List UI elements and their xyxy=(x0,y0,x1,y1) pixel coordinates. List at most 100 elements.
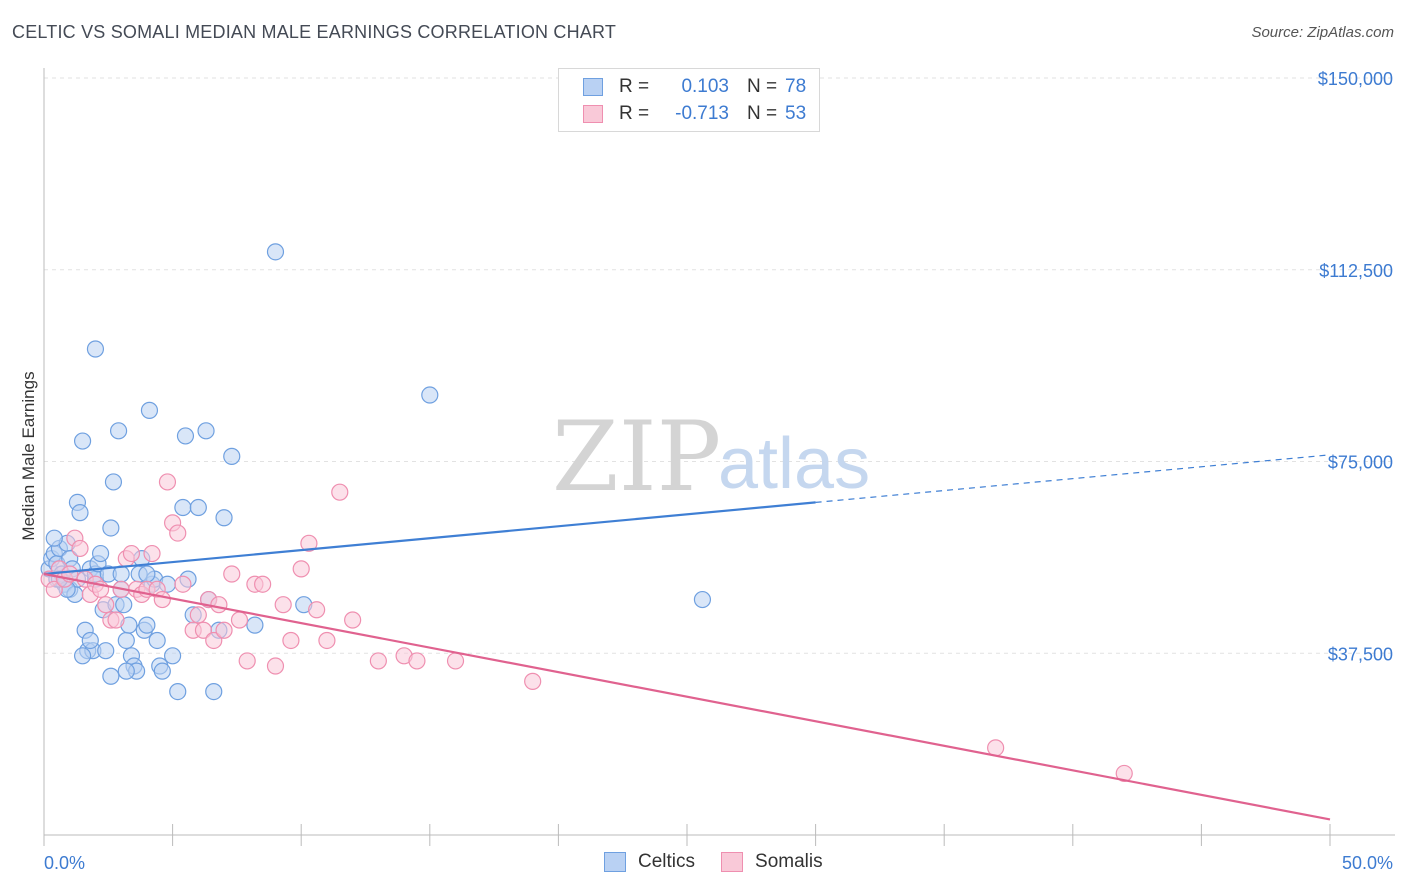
data-point-celtics xyxy=(109,422,128,440)
data-point-somalis xyxy=(210,596,228,614)
data-point-celtics xyxy=(174,498,192,517)
y-tick-label: $112,500 xyxy=(1319,261,1393,281)
data-point-celtics xyxy=(189,498,207,517)
trend-line-celtics xyxy=(43,501,816,576)
data-point-somalis xyxy=(266,657,285,675)
data-point-celtics xyxy=(102,667,120,685)
y-tick-label: $75,000 xyxy=(1328,453,1393,473)
watermark: ZIP atlas xyxy=(552,401,870,513)
n-label: N = xyxy=(747,103,778,124)
data-point-somalis xyxy=(344,611,362,629)
trend-lines xyxy=(43,454,1331,821)
data-point-celtics xyxy=(140,401,159,419)
data-point-somalis xyxy=(143,544,161,563)
data-point-celtics xyxy=(164,647,182,665)
chart-title: CELTIC VS SOMALI MEDIAN MALE EARNINGS CO… xyxy=(12,22,617,42)
gridlines xyxy=(44,77,1395,654)
data-point-somalis xyxy=(189,606,207,624)
data-point-somalis xyxy=(300,534,318,552)
x-tick-labels: 0.0% 50.0% xyxy=(44,853,1393,873)
correlation-legend: R = 0.103 N = 78 R = -0.713 N = 53 xyxy=(558,68,820,132)
legend-item-celtics[interactable]: Celtics xyxy=(604,851,695,873)
data-point-celtics xyxy=(148,631,166,650)
data-point-somalis xyxy=(254,575,272,593)
axes xyxy=(43,68,1395,846)
series-legend: Celtics Somalis xyxy=(604,851,849,873)
legend-swatch-somalis xyxy=(583,105,603,123)
r-label: R = xyxy=(619,76,650,97)
r-value: -0.713 xyxy=(675,103,729,124)
legend-swatch-celtics xyxy=(604,852,626,872)
data-point-celtics xyxy=(246,616,264,634)
data-points xyxy=(40,243,1133,783)
data-point-somalis xyxy=(158,473,177,491)
data-point-celtics xyxy=(138,565,156,583)
data-point-celtics xyxy=(693,590,712,609)
data-point-somalis xyxy=(153,590,171,609)
x-tick-label: 50.0% xyxy=(1342,853,1393,873)
data-point-celtics xyxy=(266,243,285,261)
data-point-somalis xyxy=(215,621,233,639)
r-value: 0.103 xyxy=(681,76,729,97)
data-point-celtics xyxy=(176,427,195,445)
data-point-celtics xyxy=(215,509,233,527)
data-point-somalis xyxy=(97,596,115,614)
data-point-celtics xyxy=(117,662,135,680)
x-tick-label: 0.0% xyxy=(44,853,85,873)
data-point-celtics xyxy=(138,616,156,634)
data-point-celtics xyxy=(73,432,92,450)
data-point-somalis xyxy=(223,565,241,583)
data-point-celtics xyxy=(115,596,133,614)
legend-label-somalis: Somalis xyxy=(755,851,823,872)
data-point-celtics xyxy=(91,544,110,563)
data-point-celtics xyxy=(71,504,89,522)
n-label: N = xyxy=(747,76,778,97)
data-point-celtics xyxy=(421,386,439,404)
data-point-somalis xyxy=(292,560,310,578)
data-point-celtics xyxy=(197,422,215,440)
data-point-somalis xyxy=(408,652,426,670)
data-point-somalis xyxy=(169,524,187,542)
legend-swatch-celtics xyxy=(583,78,603,96)
trend-line-projection-celtics xyxy=(815,454,1331,504)
trend-line-somalis xyxy=(43,572,1331,821)
data-point-somalis xyxy=(369,652,387,670)
legend-swatch-somalis xyxy=(721,852,744,872)
data-point-somalis xyxy=(238,652,256,670)
n-value: 53 xyxy=(785,103,807,124)
data-point-somalis xyxy=(524,672,542,690)
legend-label-celtics: Celtics xyxy=(638,851,696,872)
data-point-somalis xyxy=(205,631,223,650)
data-point-celtics xyxy=(102,519,120,537)
data-point-somalis xyxy=(331,483,349,501)
y-tick-labels: $37,500 $75,000 $112,500 $150,000 xyxy=(1318,69,1393,664)
data-point-somalis xyxy=(446,652,465,670)
data-point-somalis xyxy=(282,631,300,650)
y-tick-label: $37,500 xyxy=(1328,644,1393,664)
data-point-somalis xyxy=(194,621,213,639)
data-point-celtics xyxy=(73,647,92,665)
source-label: Source: ZipAtlas.com xyxy=(1251,24,1394,41)
data-point-celtics xyxy=(97,642,115,660)
watermark-zip: ZIP xyxy=(552,401,721,513)
data-point-celtics xyxy=(86,340,105,358)
y-axis-label: Median Male Earnings xyxy=(19,371,38,540)
data-point-somalis xyxy=(71,539,89,558)
data-point-celtics xyxy=(153,662,171,680)
watermark-atlas: atlas xyxy=(718,424,870,504)
y-tick-label: $150,000 xyxy=(1318,69,1393,89)
data-point-somalis xyxy=(1115,764,1133,783)
n-value: 78 xyxy=(785,76,807,97)
r-label: R = xyxy=(619,103,650,124)
data-point-somalis xyxy=(308,601,326,619)
data-point-celtics xyxy=(169,682,187,701)
legend-row-celtics: R = 0.103 N = 78 xyxy=(583,75,806,99)
legend-row-somalis: R = -0.713 N = 53 xyxy=(583,102,806,126)
data-point-celtics xyxy=(205,682,223,701)
data-point-somalis xyxy=(45,580,63,598)
data-point-somalis xyxy=(174,575,192,593)
data-point-somalis xyxy=(230,611,249,629)
data-point-celtics xyxy=(104,473,123,491)
data-point-somalis xyxy=(274,596,292,614)
legend-item-somalis[interactable]: Somalis xyxy=(721,851,823,873)
